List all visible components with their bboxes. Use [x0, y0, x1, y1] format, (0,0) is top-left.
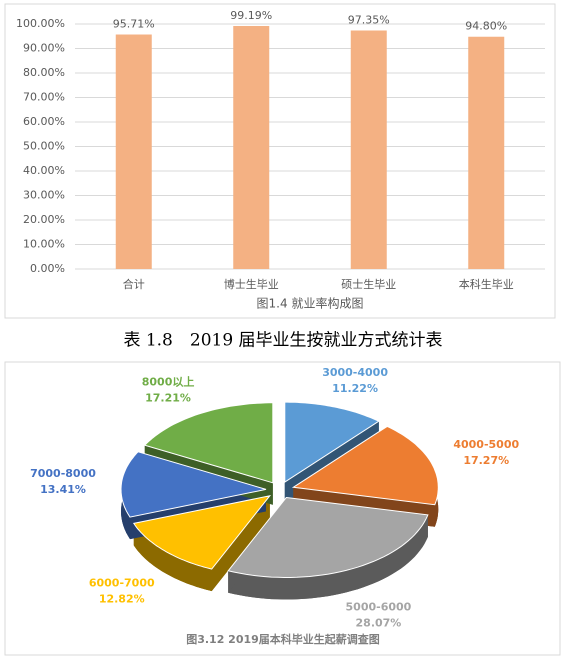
y-tick-label: 0.00% [30, 262, 65, 275]
pie-slice [227, 496, 429, 578]
legend-label: 3000-4000 [322, 366, 388, 379]
y-tick-label: 20.00% [23, 213, 65, 226]
bar [468, 36, 505, 269]
y-tick-label: 40.00% [23, 164, 65, 177]
bar [350, 30, 387, 270]
data-label: 28.07% [356, 616, 402, 629]
pie-side [133, 523, 212, 592]
legend-label: 4000-5000 [453, 438, 519, 451]
y-tick-label: 10.00% [23, 238, 65, 251]
pie-slice [132, 495, 272, 570]
y-tick-label: 90.00% [23, 42, 65, 55]
y-tick-label: 80.00% [23, 66, 65, 79]
chart-title: 图1.4 就业率构成图 [257, 296, 364, 311]
y-tick-label: 70.00% [23, 91, 65, 104]
legend-label: 8000以上 [142, 375, 195, 389]
chart-title: 图3.12 2019届本科毕业生起薪调查图 [186, 632, 380, 646]
pie-slice [291, 425, 439, 506]
data-label: 13.41% [40, 483, 86, 496]
chart-frame [4, 3, 556, 319]
legend-label: 6000-7000 [89, 577, 155, 590]
data-label: 95.71% [113, 18, 155, 31]
y-tick-label: 30.00% [23, 189, 65, 202]
table-caption: 表 1.8 2019 届毕业生按就业方式统计表 [123, 331, 442, 351]
x-tick-label: 本科生毕业 [459, 277, 514, 291]
data-label: 99.19% [230, 9, 272, 22]
x-tick-label: 硕士生毕业 [341, 277, 396, 291]
data-label: 17.21% [145, 392, 191, 405]
data-label: 12.82% [99, 593, 145, 606]
data-label: 94.80% [465, 20, 507, 33]
legend-label: 5000-6000 [346, 600, 412, 613]
y-tick-label: 50.00% [23, 140, 65, 153]
x-tick-label: 博士生毕业 [224, 277, 279, 291]
bar [115, 34, 152, 270]
bar [233, 25, 270, 270]
pie-slice [284, 401, 380, 484]
pie-slice [143, 402, 274, 484]
pie-chart: 3000-4000 11.22% 4000-5000 17.27% 5000-6000 2… [30, 366, 519, 646]
bar-chart: 0.00% 10.00% 20.00% 30.00% 40.00% 50.00% 60.00… [16, 9, 545, 311]
data-label: 17.27% [463, 454, 509, 467]
y-tick-label: 100.00% [16, 17, 65, 30]
pie-slice [120, 451, 267, 518]
data-label: 97.35% [348, 13, 390, 26]
pie-side [228, 514, 428, 600]
y-tick-label: 60.00% [23, 115, 65, 128]
x-tick-label: 合计 [123, 277, 145, 291]
data-label: 11.22% [332, 382, 378, 395]
legend-label: 7000-8000 [30, 467, 96, 480]
